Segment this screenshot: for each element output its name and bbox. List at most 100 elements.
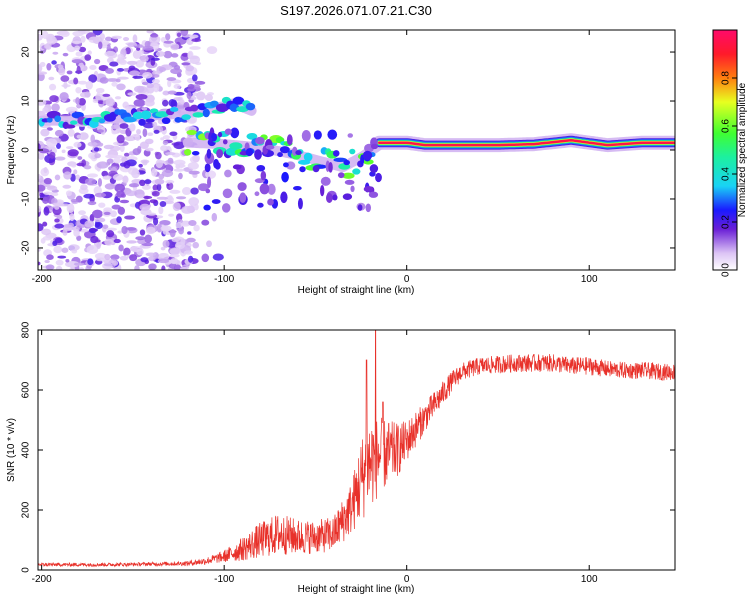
noise-speckle <box>62 229 68 236</box>
colorbar: 0.0 0.2 0.4 0.6 0.8 Normalized spectral ampl… <box>712 29 748 277</box>
colorbar-label: Normalized spectral amplitude <box>737 82 748 217</box>
scatter-blob <box>216 148 224 159</box>
scatter-blob <box>293 186 302 191</box>
x-tick-label: 0 <box>404 574 410 585</box>
noise-speckle <box>54 218 60 223</box>
scatter-blob <box>326 193 333 204</box>
noise-speckle <box>42 107 49 114</box>
noise-speckle <box>160 137 165 141</box>
noise-speckle <box>139 203 151 211</box>
noise-speckle <box>76 235 82 241</box>
ridge-blob <box>161 117 171 125</box>
noise-speckle <box>148 263 157 270</box>
noise-speckle <box>76 162 85 167</box>
noise-speckle <box>135 60 144 68</box>
noise-speckle <box>148 35 161 44</box>
figure-title: S197.2026.071.07.21.C30 <box>280 3 432 18</box>
noise-speckle <box>113 238 121 244</box>
noise-speckle <box>105 154 117 159</box>
ridge-blob <box>215 103 229 113</box>
noise-speckle <box>94 239 101 243</box>
noise-speckle <box>133 99 146 107</box>
noise-speckle <box>159 200 167 208</box>
noise-speckle <box>46 35 57 45</box>
noise-speckle <box>56 143 61 150</box>
noise-speckle <box>142 71 153 79</box>
noise-speckle <box>63 81 68 89</box>
ridge-blob <box>229 142 243 150</box>
noise-speckle <box>105 98 115 107</box>
noise-speckle <box>38 184 46 192</box>
noise-speckle <box>98 41 103 50</box>
scatter-blob <box>232 164 242 170</box>
noise-speckle <box>194 80 206 85</box>
noise-speckle <box>189 118 196 124</box>
noise-speckle <box>90 134 96 143</box>
noise-speckle <box>39 61 46 68</box>
noise-speckle <box>94 221 103 230</box>
noise-speckle <box>73 77 79 85</box>
noise-speckle <box>126 240 137 244</box>
noise-speckle <box>110 254 120 260</box>
noise-speckle <box>84 220 95 228</box>
ridge-blob <box>246 132 258 140</box>
noise-speckle <box>84 54 92 61</box>
scatter-blob <box>217 131 223 138</box>
noise-speckle <box>57 64 64 70</box>
x-tick-label: -200 <box>32 574 52 585</box>
noise-speckle <box>110 124 121 130</box>
noise-speckle <box>59 92 69 101</box>
noise-speckle <box>150 33 159 38</box>
noise-speckle <box>170 43 180 51</box>
noise-speckle <box>165 179 175 184</box>
noise-speckle <box>124 135 137 142</box>
noise-speckle <box>49 83 57 91</box>
noise-speckle <box>67 149 79 157</box>
noise-speckle <box>66 204 75 213</box>
noise-speckle <box>110 210 117 218</box>
noise-speckle <box>192 154 200 163</box>
noise-speckle <box>129 254 138 262</box>
noise-speckle <box>153 217 159 226</box>
noise-speckle <box>181 205 193 214</box>
noise-speckle <box>188 170 200 175</box>
snr-panel: -200 -100 0 100 0 200 400 600 800 Height of str… <box>6 321 676 595</box>
noise-speckle <box>158 66 166 73</box>
noise-speckle <box>141 184 151 190</box>
scatter-blob <box>327 129 338 140</box>
noise-speckle <box>124 215 136 220</box>
noise-speckle <box>179 99 185 105</box>
noise-speckle <box>96 161 109 169</box>
noise-speckle <box>164 200 175 205</box>
noise-speckle <box>193 224 200 232</box>
noise-speckle <box>173 168 185 172</box>
noise-speckle <box>51 60 57 65</box>
noise-speckle <box>38 223 44 232</box>
y-tick-label: 0 <box>21 147 32 153</box>
scatter-blob <box>350 185 355 193</box>
noise-speckle <box>144 179 152 185</box>
noise-speckle <box>71 59 84 64</box>
scatter-blob <box>365 203 372 213</box>
colorbar-tick-label: 0.8 <box>721 71 732 85</box>
scatter-blob <box>357 204 363 211</box>
scatter-blob <box>362 150 373 161</box>
noise-speckle <box>92 98 99 104</box>
scatter-blob <box>301 129 311 142</box>
noise-speckle <box>75 51 83 57</box>
noise-speckle <box>53 245 63 254</box>
scatter-blob <box>206 148 212 159</box>
scatter-blob <box>312 165 320 173</box>
scatter-blob <box>277 152 283 158</box>
noise-speckle <box>78 80 88 85</box>
noise-speckle <box>166 77 177 82</box>
noise-speckle <box>74 45 81 51</box>
noise-speckle <box>54 223 64 229</box>
scatter-blob <box>363 185 374 193</box>
noise-speckle <box>132 148 141 156</box>
noise-speckle <box>38 30 42 33</box>
noise-speckle <box>150 74 160 78</box>
noise-speckle <box>73 229 80 237</box>
noise-speckle <box>116 134 125 144</box>
noise-speckle <box>94 192 107 198</box>
